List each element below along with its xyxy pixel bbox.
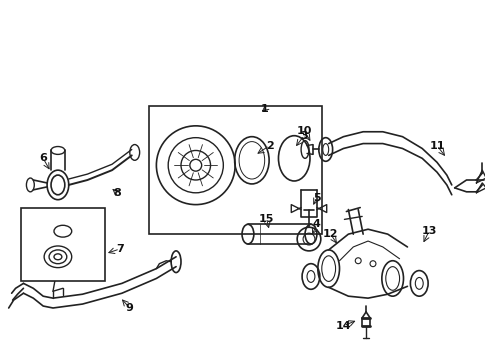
Text: 12: 12 — [322, 229, 338, 239]
Text: 5: 5 — [312, 193, 320, 203]
Text: 6: 6 — [39, 153, 47, 163]
Text: 8: 8 — [113, 188, 121, 198]
Text: 4: 4 — [312, 219, 320, 229]
Text: 15: 15 — [259, 215, 274, 224]
Text: 14: 14 — [335, 321, 350, 331]
Text: 2: 2 — [265, 140, 273, 150]
Text: 13: 13 — [421, 226, 436, 236]
Text: 3: 3 — [300, 131, 307, 141]
Text: 9: 9 — [125, 303, 133, 313]
Bar — [149, 106, 321, 234]
Text: 1: 1 — [260, 104, 268, 114]
Text: 11: 11 — [428, 140, 444, 150]
Text: 10: 10 — [296, 126, 311, 136]
Text: 7: 7 — [116, 244, 123, 254]
Bar — [21, 208, 105, 282]
